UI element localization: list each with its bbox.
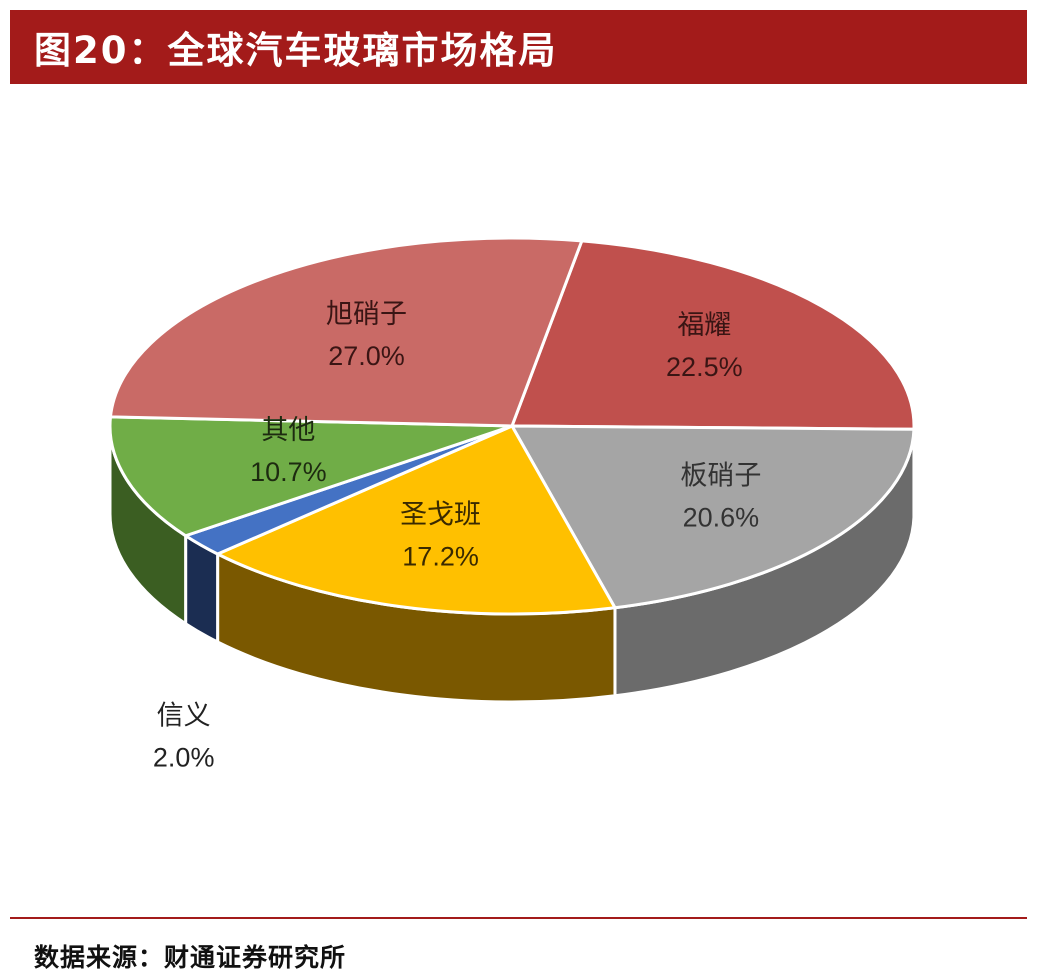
slice-name-label-2: 圣戈班 [400, 500, 481, 531]
slice-value-label-4: 10.7% [250, 457, 327, 487]
slice-name-label-4: 其他 [261, 415, 315, 446]
footer-divider [10, 917, 1027, 919]
pie-slice-0 [510, 239, 916, 431]
slice-name-label-3: 信义 [157, 700, 211, 731]
slice-name-label-0: 福耀 [677, 310, 731, 341]
title-bar: 图20：全球汽车玻璃市场格局 [10, 10, 1027, 84]
slice-value-label-3: 2.0% [153, 742, 215, 772]
pie-slice-5 [108, 236, 584, 428]
source-note: 数据来源：财通证券研究所 [34, 943, 347, 972]
pie-slice-2 [216, 424, 617, 616]
pie-slices [108, 236, 916, 616]
slice-name-label-1: 板硝子 [680, 461, 761, 492]
slice-name-label-5: 旭硝子 [326, 299, 407, 330]
pie-slice-4 [108, 415, 514, 538]
page-title: 图20：全球汽车玻璃市场格局 [34, 29, 558, 72]
pie-labels: 福耀 22.5% 板硝子 20.6% 圣戈班 17.2% 信义 2.0% 其他 10.7% 旭硝子 2… [153, 299, 761, 773]
slice-value-label-0: 22.5% [666, 352, 743, 382]
slice-value-label-1: 20.6% [683, 503, 760, 533]
pie-slice-1 [510, 424, 916, 610]
slice-value-label-2: 17.2% [402, 542, 479, 572]
slice-value-label-5: 27.0% [328, 341, 405, 371]
